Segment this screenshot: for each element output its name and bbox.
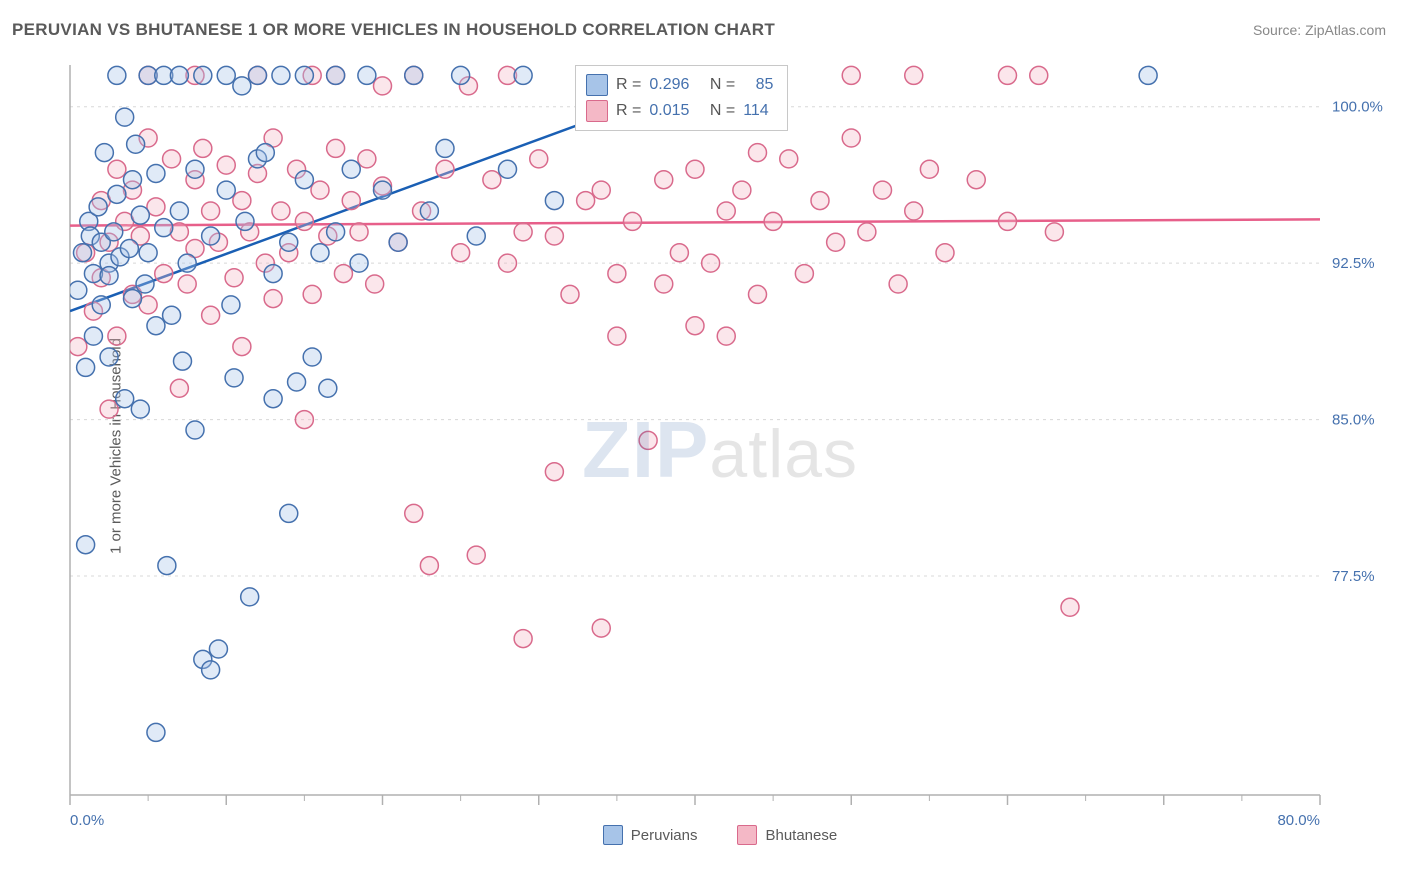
n-value-peruvians: 85 xyxy=(756,72,774,98)
svg-text:100.0%: 100.0% xyxy=(1332,99,1383,116)
swatch-bhutanese-icon xyxy=(586,100,608,122)
plot-area: 77.5%85.0%92.5%100.0%0.0%80.0% ZIPatlas … xyxy=(50,55,1390,845)
swatch-bhutanese-icon xyxy=(737,825,757,845)
source-prefix: Source: xyxy=(1253,22,1305,38)
n-value-bhutanese: 114 xyxy=(743,98,769,124)
legend-item-peruvians: Peruvians xyxy=(603,825,698,845)
svg-text:77.5%: 77.5% xyxy=(1332,568,1375,585)
chart-container: PERUVIAN VS BHUTANESE 1 OR MORE VEHICLES… xyxy=(0,0,1406,892)
series-legend: Peruvians Bhutanese xyxy=(50,825,1390,845)
source-attribution: Source: ZipAtlas.com xyxy=(1253,22,1386,38)
legend-label-bhutanese: Bhutanese xyxy=(765,827,837,844)
swatch-peruvians-icon xyxy=(586,74,608,96)
scatter-svg: 77.5%85.0%92.5%100.0%0.0%80.0% xyxy=(50,55,1390,845)
legend-row-bhutanese: R = 0.015 N = 114 xyxy=(586,98,773,124)
legend-row-peruvians: R = 0.296 N = 85 xyxy=(586,72,773,98)
r-value-bhutanese: 0.015 xyxy=(649,98,689,124)
correlation-legend: R = 0.296 N = 85 R = 0.015 N = 114 xyxy=(575,65,788,131)
swatch-peruvians-icon xyxy=(603,825,623,845)
r-label: R = xyxy=(616,98,641,124)
n-label: N = xyxy=(710,72,735,98)
n-label: N = xyxy=(710,98,735,124)
chart-title: PERUVIAN VS BHUTANESE 1 OR MORE VEHICLES… xyxy=(12,20,775,40)
svg-text:92.5%: 92.5% xyxy=(1332,255,1375,272)
r-label: R = xyxy=(616,72,641,98)
svg-text:85.0%: 85.0% xyxy=(1332,412,1375,429)
legend-item-bhutanese: Bhutanese xyxy=(737,825,837,845)
r-value-peruvians: 0.296 xyxy=(649,72,689,98)
legend-label-peruvians: Peruvians xyxy=(631,827,698,844)
source-link[interactable]: ZipAtlas.com xyxy=(1305,22,1386,38)
